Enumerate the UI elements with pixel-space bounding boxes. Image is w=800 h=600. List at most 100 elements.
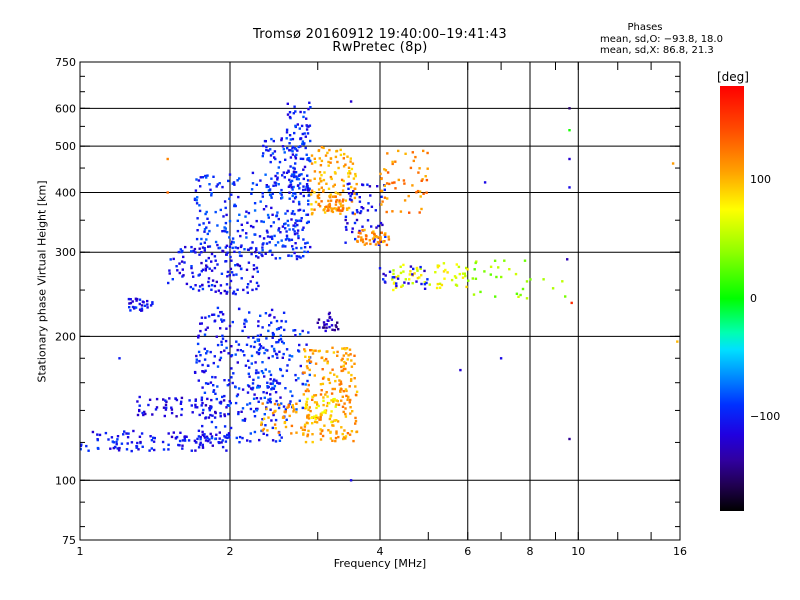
- data-point: [294, 157, 298, 160]
- data-point: [327, 206, 330, 210]
- data-point: [96, 446, 100, 450]
- data-point: [388, 270, 392, 273]
- data-point: [348, 348, 352, 351]
- data-point: [413, 272, 416, 275]
- data-point: [204, 382, 208, 385]
- data-point: [305, 183, 309, 186]
- data-point: [367, 202, 370, 205]
- data-point: [249, 387, 253, 390]
- data-point: [356, 211, 359, 214]
- data-point: [348, 433, 352, 436]
- data-point: [331, 328, 334, 331]
- data-point: [260, 429, 263, 433]
- data-point: [347, 206, 351, 210]
- data-point: [227, 433, 230, 437]
- data-point: [345, 347, 349, 350]
- data-point: [325, 182, 328, 185]
- data-point: [305, 343, 308, 346]
- data-point: [412, 159, 415, 163]
- data-point: [98, 433, 102, 437]
- data-point: [219, 400, 223, 404]
- data-point: [349, 479, 353, 482]
- data-point: [259, 347, 262, 350]
- data-point: [282, 352, 285, 356]
- data-point: [251, 241, 254, 244]
- data-point: [379, 237, 382, 240]
- data-point: [317, 404, 320, 408]
- data-point: [305, 184, 309, 188]
- data-point: [343, 360, 346, 364]
- data-point: [137, 448, 140, 451]
- data-point: [416, 189, 420, 193]
- data-point: [246, 439, 249, 442]
- data-point: [214, 426, 218, 429]
- colorbar-tick-label: −100: [750, 409, 781, 423]
- data-point: [388, 182, 391, 186]
- data-point: [238, 254, 242, 257]
- data-point: [227, 352, 230, 355]
- data-point: [292, 228, 295, 231]
- data-point: [210, 269, 214, 272]
- data-point: [269, 154, 273, 157]
- data-point: [274, 427, 277, 430]
- data-point: [311, 352, 315, 355]
- data-point: [264, 140, 267, 143]
- data-point: [499, 357, 503, 360]
- data-point: [228, 400, 231, 403]
- data-point: [243, 354, 246, 357]
- data-point: [289, 165, 292, 168]
- data-point: [334, 324, 337, 327]
- data-point: [284, 410, 287, 413]
- data-point: [204, 369, 207, 372]
- data-point: [339, 148, 342, 152]
- data-point: [353, 212, 356, 216]
- data-point: [301, 157, 305, 161]
- data-point: [298, 343, 301, 347]
- data-point: [304, 135, 307, 138]
- data-point: [129, 301, 133, 305]
- data-point: [360, 236, 363, 239]
- data-point: [163, 414, 166, 418]
- data-point: [211, 375, 214, 379]
- data-point: [326, 362, 329, 365]
- data-point: [312, 349, 316, 352]
- data-point: [307, 220, 310, 224]
- data-point: [302, 194, 305, 198]
- data-point: [201, 283, 204, 287]
- data-point: [291, 394, 294, 398]
- data-point: [426, 278, 429, 281]
- data-point: [350, 198, 353, 202]
- data-point: [344, 225, 348, 229]
- data-point: [377, 224, 380, 228]
- data-point: [310, 416, 313, 420]
- data-point: [170, 411, 174, 415]
- data-point: [317, 182, 321, 185]
- data-point: [338, 201, 341, 204]
- data-point: [344, 215, 348, 218]
- data-point: [329, 437, 332, 440]
- data-point: [322, 326, 326, 329]
- data-point: [381, 223, 384, 227]
- data-point: [236, 246, 240, 250]
- data-point: [201, 363, 204, 367]
- data-point: [223, 226, 226, 229]
- data-point: [415, 266, 419, 270]
- data-point: [307, 203, 310, 206]
- data-point: [291, 245, 294, 248]
- data-point: [320, 389, 323, 392]
- data-point: [176, 269, 179, 272]
- data-point: [333, 373, 336, 376]
- data-point: [271, 253, 274, 256]
- data-point: [251, 288, 254, 292]
- data-point: [324, 329, 327, 333]
- data-point: [209, 188, 212, 191]
- data-point: [267, 185, 270, 188]
- data-point: [226, 231, 229, 234]
- data-point: [281, 374, 284, 378]
- data-point: [245, 232, 248, 235]
- data-point: [180, 408, 184, 411]
- data-point: [328, 325, 331, 329]
- data-point: [404, 152, 407, 155]
- data-point: [236, 288, 239, 291]
- data-point: [340, 369, 343, 373]
